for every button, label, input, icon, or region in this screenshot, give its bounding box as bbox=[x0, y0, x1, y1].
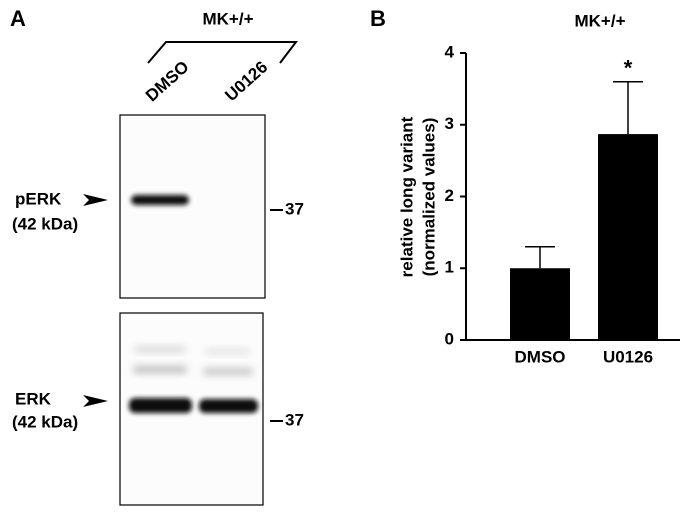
bar bbox=[510, 268, 570, 340]
band bbox=[205, 349, 250, 354]
x-tick-label: DMSO bbox=[515, 347, 566, 366]
band bbox=[135, 347, 185, 352]
y-tick-label: 1 bbox=[445, 258, 454, 277]
y-tick-label: 3 bbox=[445, 114, 454, 133]
blot-size: (42 kDa) bbox=[12, 412, 78, 431]
band bbox=[199, 399, 258, 413]
annotation: * bbox=[624, 56, 633, 81]
panel-label: A bbox=[10, 6, 26, 31]
y-axis-label: relative long variant bbox=[397, 116, 416, 277]
lane-label: DMSO bbox=[142, 57, 193, 105]
x-tick-label: U0126 bbox=[603, 347, 653, 366]
marker: 37 bbox=[285, 410, 304, 429]
y-axis-label: (normalized values) bbox=[419, 118, 438, 277]
blot-size: (42 kDa) bbox=[12, 214, 78, 233]
bracket bbox=[147, 41, 299, 64]
panel-label: B bbox=[370, 6, 386, 31]
blot-target: pERK bbox=[15, 189, 62, 208]
band bbox=[129, 398, 192, 413]
band bbox=[203, 368, 253, 375]
band bbox=[133, 366, 187, 373]
arrow bbox=[83, 194, 108, 206]
panel-title: MK+/+ bbox=[202, 9, 253, 28]
chart-title: MK+/+ bbox=[574, 11, 625, 30]
lane-label: U0126 bbox=[221, 57, 271, 105]
blot-frame bbox=[119, 114, 266, 299]
band bbox=[131, 195, 189, 205]
y-tick-label: 0 bbox=[445, 329, 454, 348]
arrow bbox=[83, 395, 108, 407]
blot-target: ERK bbox=[15, 389, 52, 408]
bar bbox=[598, 134, 658, 340]
y-tick-label: 4 bbox=[445, 42, 455, 61]
marker: 37 bbox=[285, 199, 304, 218]
y-tick-label: 2 bbox=[445, 186, 454, 205]
